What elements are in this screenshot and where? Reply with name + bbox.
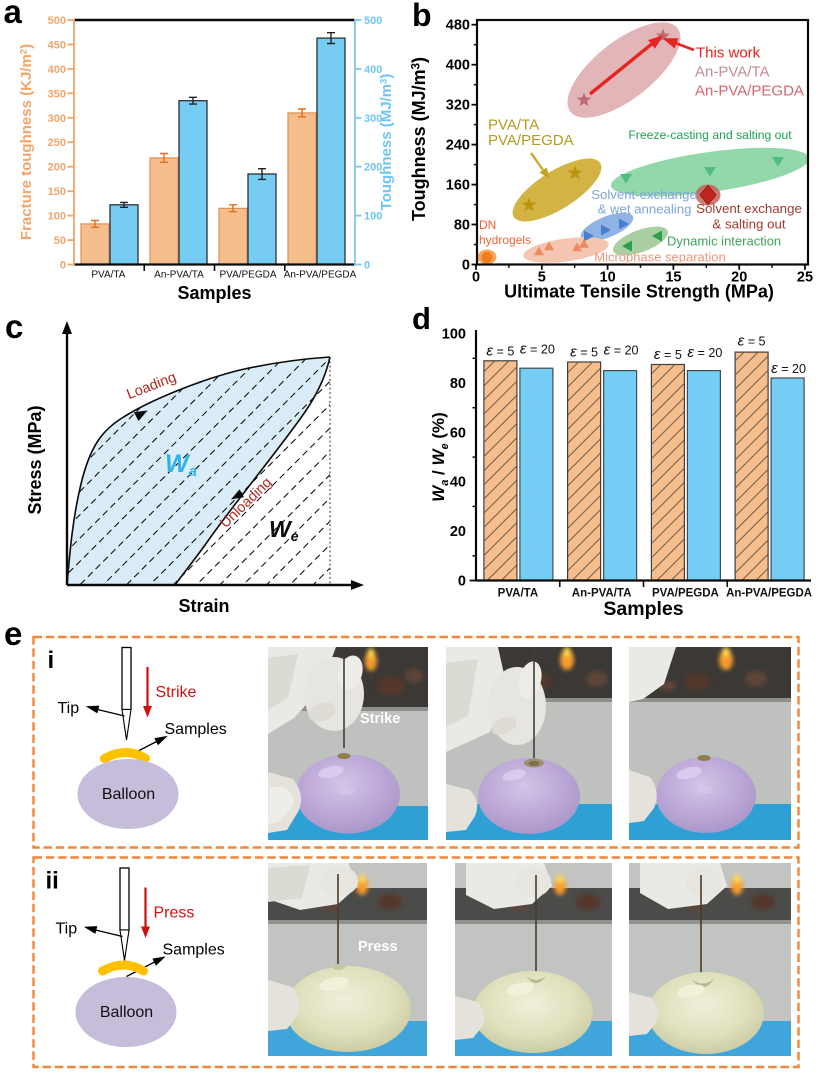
- svg-text:i: i: [48, 647, 55, 674]
- svg-text:a: a: [4, 0, 23, 30]
- svg-text:An-PVA/TA: An-PVA/TA: [695, 64, 769, 81]
- svg-text:Ultimate Tensile Strength (MPa: Ultimate Tensile Strength (MPa): [504, 282, 774, 302]
- svg-text:& wet annealing: & wet annealing: [598, 202, 692, 217]
- svg-text:ε = 5: ε = 5: [486, 342, 514, 359]
- svg-text:0: 0: [472, 270, 480, 286]
- svg-text:PVA/PEGDA: PVA/PEGDA: [219, 270, 276, 281]
- svg-text:80: 80: [450, 376, 466, 392]
- svg-text:450: 450: [48, 40, 66, 52]
- svg-text:200: 200: [48, 162, 66, 174]
- svg-text:PVA/PEGDA: PVA/PEGDA: [488, 132, 574, 149]
- svg-text:200: 200: [364, 162, 382, 174]
- svg-text:An-PVA/TA: An-PVA/TA: [154, 270, 204, 281]
- svg-text:& salting out: & salting out: [712, 217, 785, 232]
- svg-text:d: d: [412, 301, 431, 336]
- svg-text:60: 60: [450, 425, 466, 441]
- svg-text:400: 400: [364, 64, 382, 76]
- svg-text:480: 480: [446, 18, 470, 34]
- svg-text:Tip: Tip: [56, 921, 78, 938]
- svg-text:100: 100: [48, 211, 66, 223]
- svg-text:Strike: Strike: [360, 711, 400, 727]
- svg-text:Samples: Samples: [165, 721, 227, 738]
- svg-text:500: 500: [364, 15, 382, 27]
- svg-text:This work: This work: [696, 45, 761, 62]
- svg-text:ε = 20: ε = 20: [687, 344, 722, 361]
- svg-text:300: 300: [364, 113, 382, 125]
- svg-text:Freeze-casting and salting out: Freeze-casting and salting out: [628, 128, 792, 142]
- svg-text:20: 20: [450, 524, 466, 540]
- svg-text:350: 350: [48, 88, 66, 100]
- svg-text:Dynamic interaction: Dynamic interaction: [667, 234, 781, 249]
- svg-text:100: 100: [364, 211, 382, 223]
- svg-text:240: 240: [446, 138, 470, 154]
- svg-text:An-PVA/PEGDA: An-PVA/PEGDA: [284, 270, 357, 281]
- svg-text:Balloon: Balloon: [100, 1004, 153, 1021]
- svg-text:160: 160: [446, 178, 470, 194]
- svg-text:An-PVA/TA: An-PVA/TA: [572, 588, 632, 600]
- svg-text:Solvent-exchange: Solvent-exchange: [591, 187, 697, 202]
- svg-text:Samples: Samples: [603, 598, 683, 620]
- svg-text:0: 0: [458, 574, 466, 590]
- svg-text:An-PVA/PEGDA: An-PVA/PEGDA: [726, 588, 812, 600]
- svg-text:100: 100: [442, 327, 466, 343]
- svg-text:Samples: Samples: [163, 942, 225, 959]
- svg-text:PVA/TA: PVA/TA: [488, 117, 539, 134]
- svg-text:50: 50: [54, 235, 66, 247]
- svg-text:Toughness (MJ/m3): Toughness (MJ/m3): [378, 74, 395, 211]
- svg-text:Press: Press: [154, 905, 195, 922]
- svg-text:400: 400: [446, 58, 470, 74]
- svg-text:5: 5: [538, 270, 546, 286]
- svg-text:hydrogels: hydrogels: [479, 233, 531, 247]
- svg-text:400: 400: [48, 64, 66, 76]
- svg-text:10: 10: [600, 270, 616, 286]
- svg-text:e: e: [4, 615, 22, 652]
- svg-text:Strike: Strike: [156, 684, 197, 701]
- svg-text:Samples: Samples: [177, 283, 251, 303]
- svg-text:c: c: [5, 308, 23, 345]
- svg-text:150: 150: [48, 186, 66, 198]
- svg-text:b: b: [412, 0, 432, 33]
- svg-text:ε = 5: ε = 5: [570, 344, 598, 361]
- svg-text:ε = 20: ε = 20: [771, 360, 806, 377]
- svg-text:Strain: Strain: [178, 596, 229, 616]
- svg-text:15: 15: [665, 270, 681, 286]
- svg-text:PVA/TA: PVA/TA: [498, 588, 538, 600]
- svg-text:40: 40: [450, 475, 466, 491]
- svg-text:ε = 5: ε = 5: [654, 346, 682, 363]
- svg-text:0: 0: [462, 258, 470, 274]
- svg-text:DN: DN: [479, 218, 496, 232]
- svg-text:25: 25: [797, 270, 813, 286]
- svg-text:An-PVA/PEGDA: An-PVA/PEGDA: [695, 83, 804, 100]
- svg-text:0: 0: [364, 260, 370, 272]
- svg-text:Wa / We (%): Wa / We (%): [429, 412, 451, 502]
- svg-text:ε = 5: ε = 5: [738, 333, 766, 350]
- svg-text:PVA/TA: PVA/TA: [91, 270, 125, 281]
- svg-text:ε = 20: ε = 20: [520, 340, 555, 357]
- svg-text:320: 320: [446, 98, 470, 114]
- svg-text:Balloon: Balloon: [102, 786, 155, 803]
- svg-text:500: 500: [48, 15, 66, 27]
- svg-text:ε = 20: ε = 20: [604, 342, 639, 359]
- svg-text:PVA/PEGDA: PVA/PEGDA: [652, 588, 719, 600]
- svg-text:0: 0: [60, 260, 66, 272]
- svg-text:300: 300: [48, 113, 66, 125]
- svg-text:Stress (MPa): Stress (MPa): [25, 405, 45, 514]
- svg-text:20: 20: [731, 270, 747, 286]
- svg-text:250: 250: [48, 137, 66, 149]
- svg-text:Toughness (MJ/m3): Toughness (MJ/m3): [409, 57, 429, 221]
- svg-text:Solvent exchange: Solvent exchange: [696, 201, 802, 216]
- svg-text:ii: ii: [46, 868, 59, 895]
- svg-text:80: 80: [454, 218, 470, 234]
- svg-text:Tip: Tip: [58, 700, 80, 717]
- svg-text:Press: Press: [358, 939, 398, 955]
- svg-text:Microphase separation: Microphase separation: [594, 250, 726, 265]
- svg-text:Fracture toughness (KJ/m2): Fracture toughness (KJ/m2): [18, 44, 35, 240]
